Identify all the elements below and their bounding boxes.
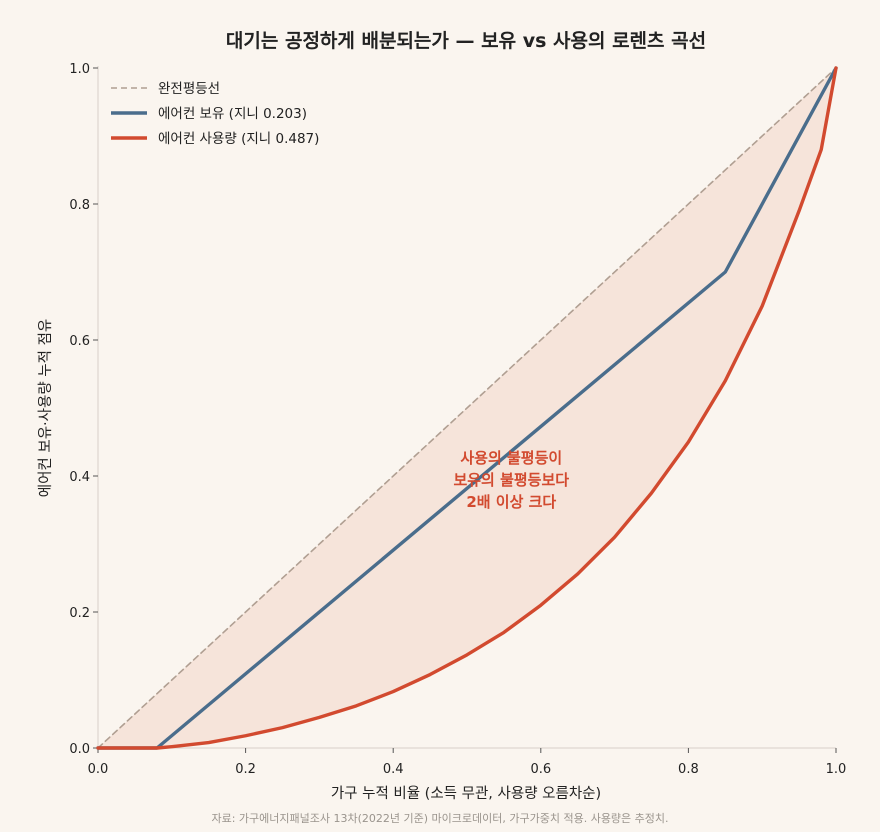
x-tick-label: 0.4: [383, 762, 404, 777]
legend-label: 완전평등선: [158, 81, 220, 97]
y-tick-label: 0.8: [69, 198, 90, 213]
annotation-line: 보유의 불평등보다: [453, 471, 569, 489]
chart-title: 대기는 공정하게 배분되는가 — 보유 vs 사용의 로렌츠 곡선: [226, 30, 706, 52]
x-tick-label: 1.0: [826, 762, 847, 777]
plot-area: 0.0 0.2 0.4 0.6 0.8 1.0 0.0 0.2 0.4 0.6 0.8 1.0 완전평등…: [69, 62, 846, 777]
y-tick-label: 0.6: [69, 334, 90, 349]
series-line: [96, 66, 838, 750]
source-note: 자료: 가구에너지패널조사 13차(2022년 기준) 마이크로데이터, 가구가…: [211, 812, 668, 825]
y-tick-label: 0.4: [69, 470, 90, 485]
series-line: [97, 67, 837, 749]
legend-label: 에어컨 사용량 (지니 0.487): [158, 131, 319, 147]
annotation-line: 2배 이상 크다: [466, 493, 556, 511]
annotation-line: 사용의 불평등이: [460, 449, 562, 467]
y-tick-label: 0.2: [69, 606, 90, 621]
x-tick-label: 0.2: [235, 762, 256, 777]
x-tick-label: 0.0: [88, 762, 109, 777]
x-tick-label: 0.6: [530, 762, 551, 777]
y-axis-label: 에어컨 보유·사용량 누적 점유: [37, 319, 54, 498]
legend-label: 에어컨 보유 (지니 0.203): [158, 106, 307, 122]
x-axis-label: 가구 누적 비율 (소득 무관, 사용량 오름차순): [331, 785, 601, 802]
y-tick-label: 1.0: [69, 62, 90, 77]
x-tick-label: 0.8: [678, 762, 699, 777]
y-tick-label: 0.0: [69, 742, 90, 757]
